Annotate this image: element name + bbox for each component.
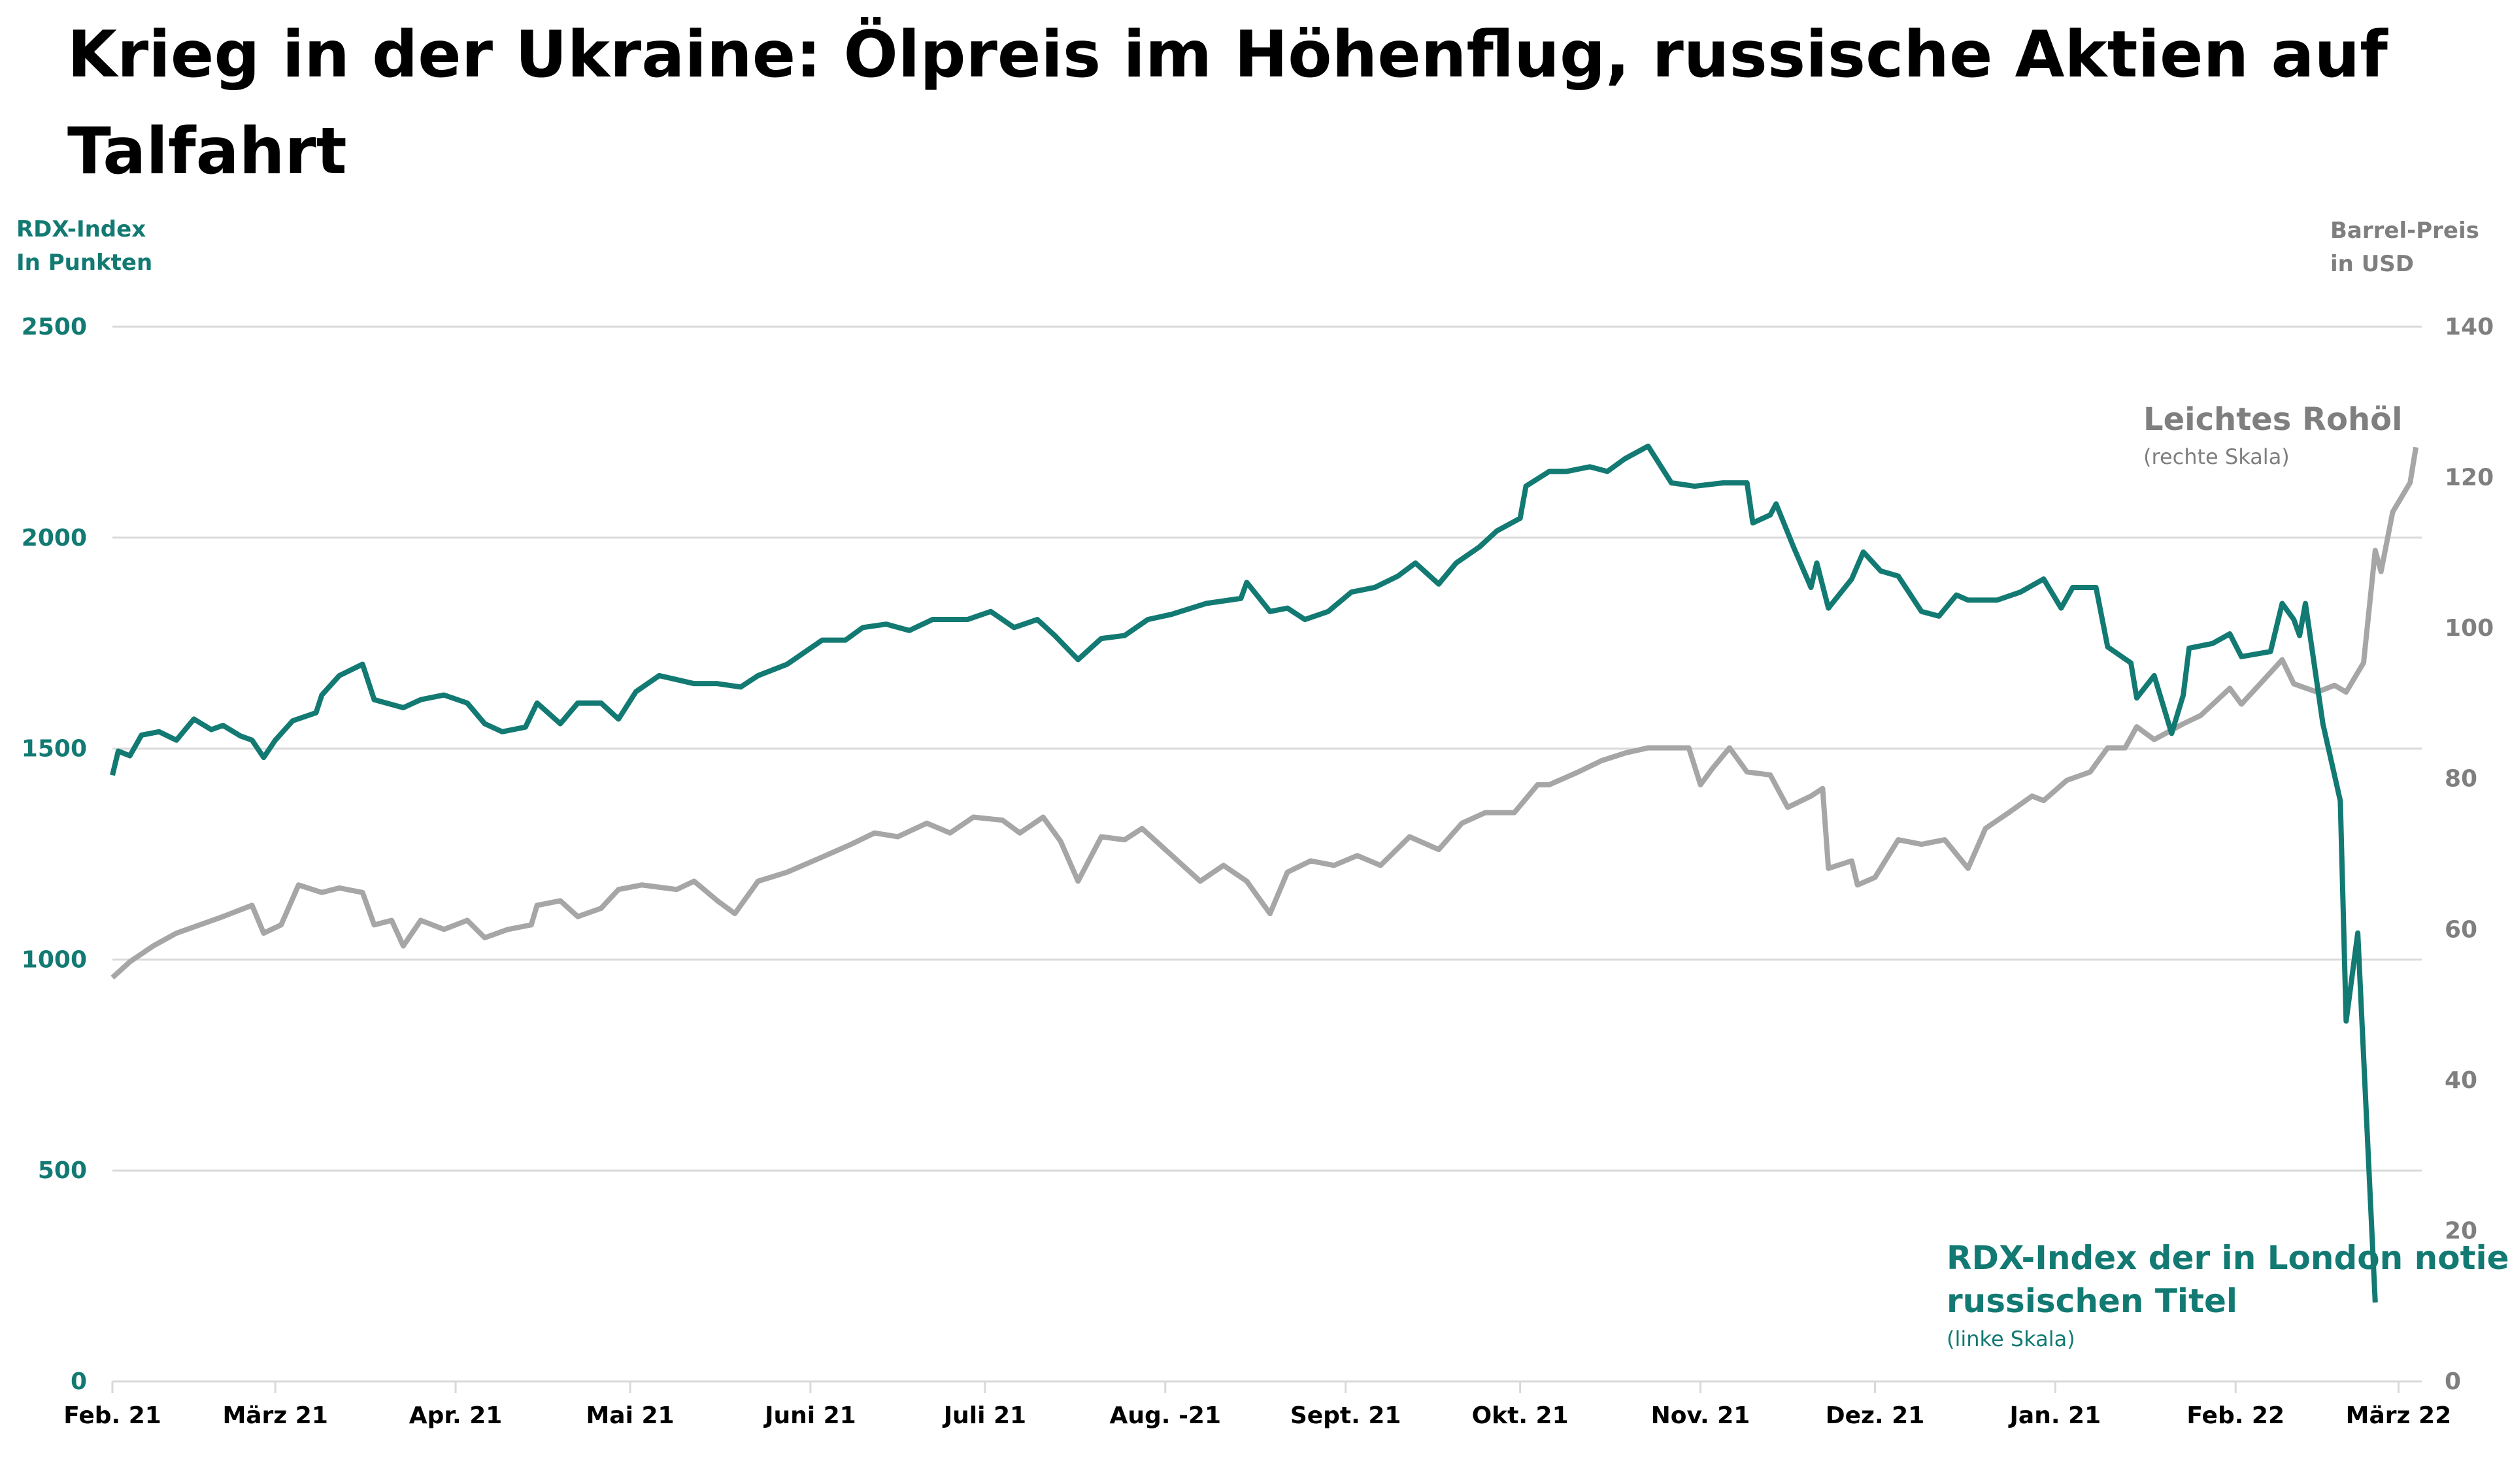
left-tick-label: 1500 — [22, 736, 87, 763]
rdx-index-line — [110, 443, 2378, 1303]
x-tick-label: Okt. 21 — [1472, 1402, 1569, 1429]
right-tick-label: 40 — [2445, 1067, 2477, 1094]
x-tick-label: Jan. 21 — [2008, 1402, 2101, 1429]
left-axis-title-line1: RDX-Index — [16, 216, 146, 242]
x-tick-label: Apr. 21 — [409, 1402, 503, 1429]
left-axis-title-line2: In Punkten — [16, 250, 152, 276]
right-tick-label: 0 — [2445, 1368, 2461, 1395]
right-tick-label: 80 — [2445, 766, 2477, 793]
rdx-series-note: (linke Skala) — [1947, 1327, 2075, 1351]
x-tick-label: Aug. -21 — [1110, 1402, 1222, 1429]
left-tick-label: 1000 — [22, 946, 87, 973]
x-tick-label: März 22 — [2346, 1402, 2451, 1429]
chart-title: Krieg in der Ukraine: Ölpreis im Höhenfl… — [67, 18, 2388, 189]
oil-price-line — [110, 446, 2419, 980]
right-axis-title-line2: in USD — [2330, 251, 2414, 277]
gridlines — [111, 325, 2422, 1393]
tick-labels: 0 500 1000 1500 2000 2500 0 20 40 60 80 100 120 140 Fe… — [22, 314, 2494, 1429]
right-tick-label: 100 — [2445, 615, 2494, 642]
right-tick-label: 20 — [2445, 1217, 2477, 1244]
rdx-series-label-line1: RDX-Index der in London notierten — [1947, 1239, 2510, 1277]
x-tick-label: März 21 — [222, 1402, 327, 1429]
left-tick-label: 2500 — [22, 314, 87, 340]
left-tick-label: 0 — [71, 1368, 87, 1395]
annotations: RDX-Index In Punkten Barrel-Preis in USD… — [16, 216, 2510, 1351]
x-tick-label: Juli 21 — [942, 1402, 1026, 1429]
oil-series-note: (rechte Skala) — [2143, 444, 2290, 469]
oil-series-label: Leichtes Rohöl — [2143, 401, 2403, 438]
left-tick-label: 500 — [38, 1157, 87, 1184]
left-tick-label: 2000 — [22, 525, 87, 552]
series-lines — [110, 443, 2419, 1303]
right-tick-label: 120 — [2445, 465, 2494, 491]
right-tick-label: 140 — [2445, 314, 2494, 340]
right-tick-label: 60 — [2445, 916, 2477, 943]
right-axis-title-line1: Barrel-Preis — [2330, 218, 2479, 244]
x-tick-label: Sept. 21 — [1290, 1402, 1401, 1429]
x-tick-label: Nov. 21 — [1651, 1402, 1750, 1429]
x-tick-label: Feb. 21 — [63, 1402, 161, 1429]
x-tick-label: Mai 21 — [586, 1402, 674, 1429]
rdx-series-label-line2: russischen Titel — [1947, 1282, 2237, 1320]
x-tick-label: Dez. 21 — [1826, 1402, 1925, 1429]
x-tick-label: Feb. 22 — [2186, 1402, 2284, 1429]
x-tick-label: Juni 21 — [763, 1402, 856, 1429]
